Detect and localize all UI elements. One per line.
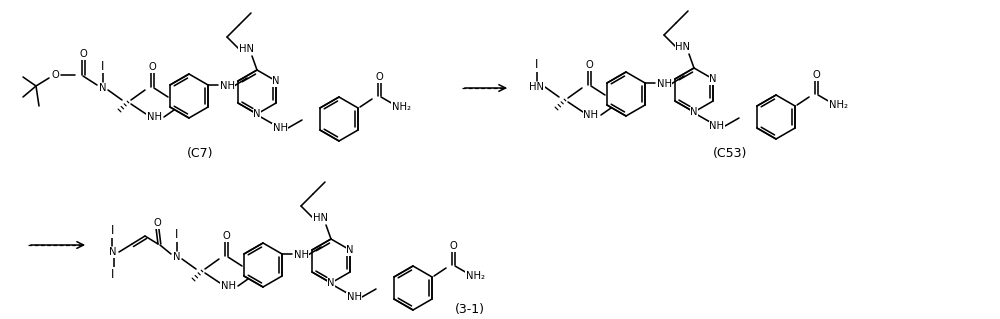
Text: NH: NH (584, 110, 598, 120)
Text: O: O (154, 218, 161, 228)
Text: HN: HN (676, 42, 690, 52)
Text: NH₂: NH₂ (829, 100, 848, 110)
Text: O: O (376, 72, 383, 82)
Text: O: O (223, 231, 230, 241)
Text: (C7): (C7) (187, 146, 213, 160)
Text: N: N (327, 278, 335, 288)
Text: O: O (149, 62, 156, 72)
Text: NH₂: NH₂ (466, 271, 485, 281)
Text: I: I (101, 60, 105, 72)
Text: N: N (173, 252, 181, 262)
Text: I: I (175, 228, 179, 241)
Text: HN: HN (239, 44, 254, 54)
Text: (3-1): (3-1) (455, 303, 485, 316)
Text: I: I (111, 225, 115, 238)
Text: I: I (535, 58, 539, 71)
Text: N: N (709, 74, 717, 84)
Text: N: N (690, 107, 698, 117)
Text: NH: NH (657, 79, 672, 89)
Text: NH: NH (294, 250, 309, 260)
Text: NH: NH (347, 292, 362, 302)
Text: N: N (272, 76, 280, 86)
Text: O: O (586, 60, 593, 70)
Text: NH: NH (272, 123, 288, 133)
Text: NH: NH (220, 281, 236, 291)
Text: HN: HN (312, 213, 328, 223)
Text: N: N (109, 247, 117, 257)
Text: O: O (51, 70, 59, 80)
Text: N: N (99, 83, 107, 93)
Text: NH: NH (220, 81, 235, 91)
Text: HN: HN (530, 82, 544, 92)
Text: (C53): (C53) (713, 146, 747, 160)
Text: NH₂: NH₂ (392, 102, 411, 112)
Text: O: O (80, 49, 87, 59)
Text: N: N (253, 109, 261, 119)
Text: O: O (813, 70, 820, 80)
Text: O: O (450, 241, 457, 251)
Text: N: N (346, 245, 354, 255)
Text: I: I (111, 268, 115, 280)
Text: NH: NH (146, 112, 162, 122)
Text: NH: NH (710, 121, 724, 131)
